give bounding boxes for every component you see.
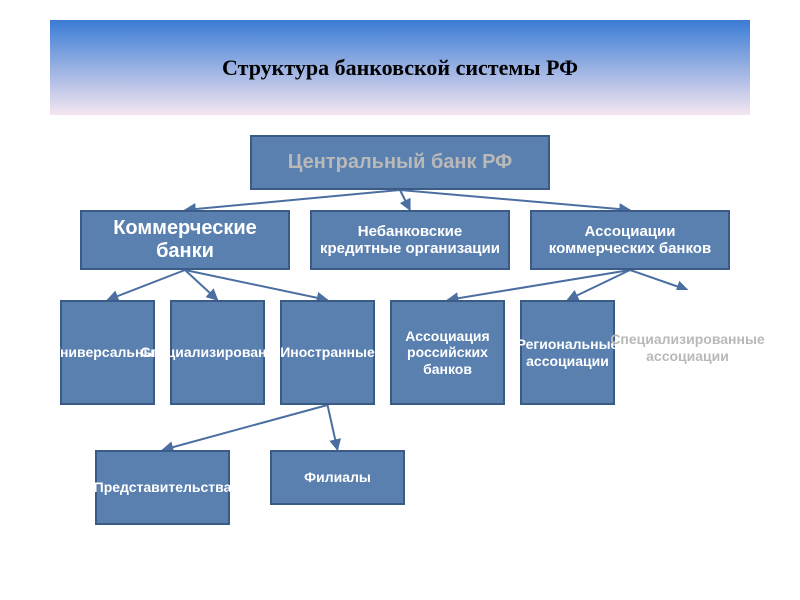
node-label: Региональные ассоциации: [517, 336, 619, 368]
node-assoc: Ассоциации коммерческих банков: [530, 210, 730, 270]
edge-root-nonbank: [400, 190, 410, 210]
node-branch: Филиалы: [270, 450, 405, 505]
edge-comm-spec: [185, 270, 218, 300]
node-label: Ассоциация российских банков: [398, 328, 497, 376]
node-label: Ассоциации коммерческих банков: [538, 223, 722, 258]
node-label: Представительства: [94, 479, 232, 495]
edge-assoc-specas: [630, 270, 688, 290]
node-reg: Региональные ассоциации: [520, 300, 615, 405]
edge-foreign-branch: [328, 405, 338, 450]
node-spec: Специализированные: [170, 300, 265, 405]
node-label: Специализированные: [140, 344, 294, 360]
node-comm: Коммерческие банки: [80, 210, 290, 270]
node-specas: Специализированные ассоциации: [630, 290, 745, 405]
node-nonbank: Небанковские кредитные организации: [310, 210, 510, 270]
title-bar: Структура банковской системы РФ: [50, 20, 750, 115]
diagram-title: Структура банковской системы РФ: [222, 55, 578, 81]
node-reps: Представительства: [95, 450, 230, 525]
node-foreign: Иностранные: [280, 300, 375, 405]
node-arb: Ассоциация российских банков: [390, 300, 505, 405]
node-label: Специализированные ассоциации: [610, 331, 764, 363]
edge-comm-univ: [108, 270, 186, 300]
edge-root-comm: [185, 190, 400, 210]
node-label: Иностранные: [280, 344, 375, 360]
edge-foreign-reps: [163, 405, 328, 450]
node-label: Коммерческие банки: [88, 217, 282, 263]
node-label: Небанковские кредитные организации: [318, 223, 502, 258]
edge-root-assoc: [400, 190, 630, 210]
node-label: Филиалы: [304, 469, 371, 485]
edge-assoc-reg: [568, 270, 631, 300]
node-label: Центральный банк РФ: [288, 151, 512, 174]
node-root: Центральный банк РФ: [250, 135, 550, 190]
diagram-canvas: Структура банковской системы РФ Централь…: [0, 0, 800, 600]
edge-comm-foreign: [185, 270, 328, 300]
edge-assoc-arb: [448, 270, 631, 300]
